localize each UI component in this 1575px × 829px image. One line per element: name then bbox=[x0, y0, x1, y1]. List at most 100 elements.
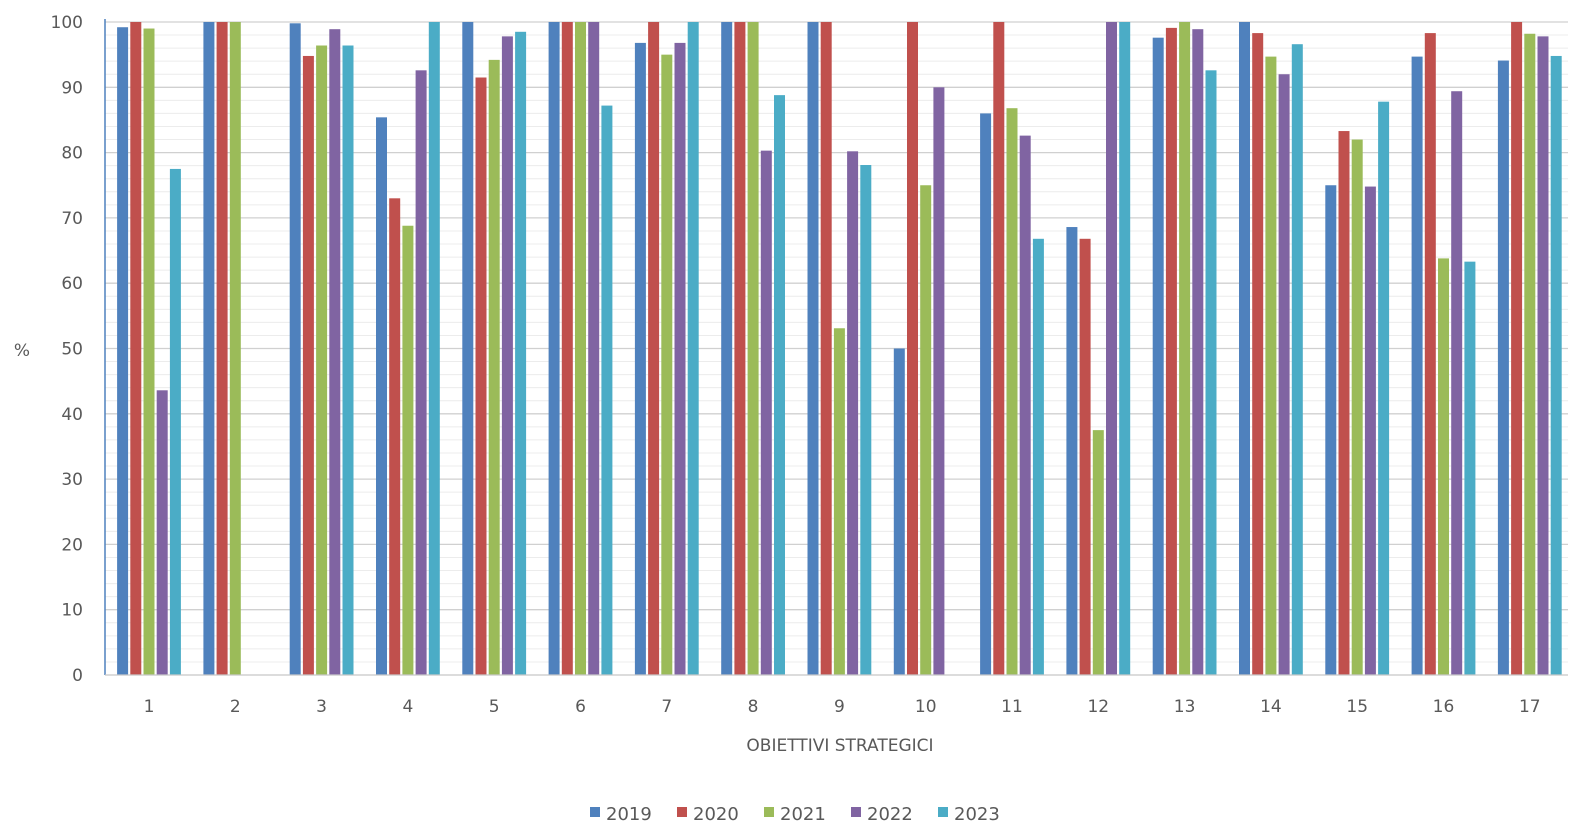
bar-2019-obj-6 bbox=[548, 22, 560, 675]
x-tick-label: 11 bbox=[1001, 697, 1023, 717]
x-tick-label: 4 bbox=[402, 697, 413, 717]
bar-2021-obj-9 bbox=[833, 328, 845, 675]
bar-2021-obj-1 bbox=[143, 28, 155, 675]
bar-2020-obj-6 bbox=[561, 22, 573, 675]
bar-2023-obj-13 bbox=[1205, 70, 1217, 675]
bar-2023-obj-7 bbox=[687, 22, 699, 675]
x-tick-label: 12 bbox=[1087, 697, 1109, 717]
x-tick-label: 6 bbox=[575, 697, 586, 717]
bar-2022-obj-5 bbox=[501, 36, 513, 675]
y-tick-label: 50 bbox=[61, 340, 83, 360]
bar-2022-obj-16 bbox=[1451, 91, 1463, 675]
x-tick-label: 1 bbox=[144, 697, 155, 717]
bar-2023-obj-16 bbox=[1464, 261, 1476, 675]
bar-2020-obj-7 bbox=[648, 22, 660, 675]
bar-2022-obj-11 bbox=[1019, 135, 1031, 675]
x-tick-labels: 1 2 3 4 5 6 7 8 9 10 11 12 13 14 15 16 17 bbox=[144, 697, 1541, 717]
bar-2022-obj-15 bbox=[1364, 186, 1376, 675]
bar-2019-obj-4 bbox=[376, 117, 387, 675]
x-tick-label: 17 bbox=[1519, 697, 1541, 717]
bar-2023-obj-11 bbox=[1032, 238, 1044, 675]
bar-2021-obj-2 bbox=[229, 22, 241, 675]
bar-2020-obj-2 bbox=[216, 22, 228, 675]
bar-2021-obj-4 bbox=[402, 225, 414, 675]
bar-2023-obj-4 bbox=[428, 22, 440, 675]
legend-label-2020: 2020 bbox=[693, 804, 739, 825]
bar-2019-obj-17 bbox=[1497, 60, 1509, 676]
bar-2019-obj-14 bbox=[1239, 22, 1250, 675]
bar-2021-obj-3 bbox=[316, 45, 328, 676]
bar-2021-obj-15 bbox=[1351, 139, 1363, 676]
legend-label-2019: 2019 bbox=[606, 804, 652, 825]
x-tick-label: 10 bbox=[915, 697, 937, 717]
x-tick-label: 8 bbox=[748, 697, 759, 717]
bar-2022-obj-13 bbox=[1192, 29, 1204, 676]
bar-2019-obj-16 bbox=[1411, 56, 1423, 675]
bar-2020-obj-9 bbox=[820, 22, 832, 675]
bar-2022-obj-3 bbox=[329, 29, 341, 676]
bar-2019-obj-8 bbox=[721, 22, 733, 675]
x-tick-label: 13 bbox=[1174, 697, 1196, 717]
bar-2021-obj-14 bbox=[1265, 56, 1277, 675]
bar-2019-obj-5 bbox=[462, 22, 474, 675]
bar-2023-obj-3 bbox=[342, 45, 354, 676]
bar-2023-obj-17 bbox=[1550, 55, 1562, 676]
x-tick-label: 2 bbox=[230, 697, 241, 717]
legend-label-2022: 2022 bbox=[867, 804, 913, 825]
bar-2023-obj-12 bbox=[1119, 22, 1131, 675]
bar-2020-obj-17 bbox=[1511, 22, 1523, 675]
bar-2020-obj-11 bbox=[993, 22, 1005, 675]
bar-2019-obj-7 bbox=[634, 42, 646, 676]
x-axis-title: OBIETTIVI STRATEGICI bbox=[746, 736, 933, 756]
y-tick-label: 10 bbox=[61, 601, 83, 621]
bar-2021-obj-10 bbox=[920, 185, 932, 675]
bar-2023-obj-5 bbox=[515, 31, 527, 676]
bar-2021-obj-6 bbox=[575, 22, 586, 675]
bar-2022-obj-14 bbox=[1278, 74, 1290, 676]
bar-2023-obj-14 bbox=[1291, 44, 1303, 675]
legend-label-2023: 2023 bbox=[954, 804, 1000, 825]
bar-2021-obj-16 bbox=[1438, 258, 1449, 675]
bar-2022-obj-7 bbox=[674, 42, 686, 676]
bar-2021-obj-12 bbox=[1092, 430, 1104, 675]
bar-2021-obj-8 bbox=[747, 22, 759, 675]
bar-2020-obj-13 bbox=[1165, 27, 1177, 675]
bar-2020-obj-4 bbox=[389, 198, 401, 675]
legend-swatch-2022 bbox=[851, 807, 861, 817]
x-tick-label: 9 bbox=[834, 697, 845, 717]
y-tick-label: 0 bbox=[72, 666, 83, 686]
bar-2019-obj-9 bbox=[807, 22, 819, 675]
bar-2019-obj-1 bbox=[117, 27, 129, 676]
bar-2023-obj-15 bbox=[1378, 101, 1390, 675]
x-tick-label: 7 bbox=[661, 697, 672, 717]
bar-2022-obj-6 bbox=[588, 22, 600, 675]
y-axis-title: % bbox=[14, 341, 30, 361]
legend-swatch-2023 bbox=[938, 807, 948, 817]
y-tick-label: 90 bbox=[61, 78, 83, 98]
legend-swatch-2021 bbox=[764, 807, 774, 817]
bar-2020-obj-15 bbox=[1338, 131, 1350, 675]
y-tick-label: 70 bbox=[61, 209, 83, 229]
bar-2023-obj-1 bbox=[169, 168, 181, 676]
bar-2019-obj-2 bbox=[203, 22, 215, 675]
axes bbox=[104, 19, 1568, 676]
bar-2019-obj-10 bbox=[893, 348, 905, 675]
y-tick-label: 20 bbox=[61, 535, 83, 555]
bar-2019-obj-3 bbox=[289, 23, 301, 675]
bar-2021-obj-13 bbox=[1179, 22, 1191, 675]
legend-label-2021: 2021 bbox=[780, 804, 826, 825]
bar-2020-obj-10 bbox=[907, 22, 918, 675]
bar-2021-obj-5 bbox=[488, 59, 500, 675]
x-tick-label: 3 bbox=[316, 697, 327, 717]
legend: 2019 2020 2021 2022 2023 bbox=[590, 804, 1000, 825]
bar-2022-obj-4 bbox=[415, 70, 427, 675]
y-tick-label: 40 bbox=[61, 405, 83, 425]
bar-2023-obj-6 bbox=[601, 105, 613, 676]
bar-2020-obj-3 bbox=[302, 55, 314, 676]
y-tick-labels: 0 10 20 30 40 50 60 70 80 90 100 bbox=[51, 13, 83, 686]
bar-2022-obj-8 bbox=[760, 150, 772, 676]
x-tick-label: 14 bbox=[1260, 697, 1282, 717]
bars bbox=[117, 22, 1562, 676]
